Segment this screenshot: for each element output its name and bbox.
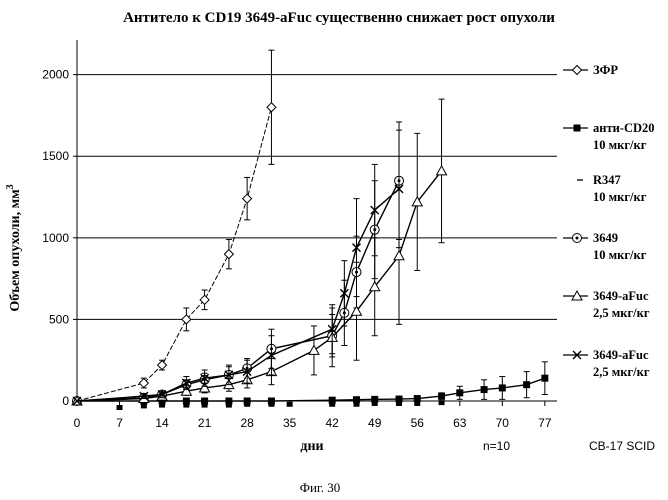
- x-tick-label: 49: [368, 416, 382, 430]
- data-point: [141, 403, 147, 408]
- data-point: [267, 103, 276, 112]
- data-point: [481, 386, 488, 393]
- series-line: [77, 189, 399, 401]
- legend-label: 3649-aFuc: [593, 348, 649, 362]
- data-point: [226, 403, 232, 408]
- data-point: [287, 402, 293, 407]
- legend-label: ЗФР: [593, 63, 618, 77]
- legend-label: 3649-aFuc: [593, 289, 649, 303]
- mouse-strain-annotation: CB-17 SCID: [589, 439, 655, 453]
- legend-entry-5: 3649-aFuc 2,5 мкг/кг: [563, 289, 650, 320]
- legend-label: анти-CD20: [593, 121, 655, 135]
- series-line: [77, 107, 271, 401]
- data-point: [183, 403, 189, 408]
- legend-label: 3649: [593, 231, 618, 245]
- data-point: [158, 361, 167, 370]
- data-point: [456, 389, 463, 396]
- data-point: [224, 250, 233, 259]
- x-axis-label: дни: [300, 439, 323, 454]
- data-point: [159, 403, 165, 408]
- figure-caption: Фиг. 30: [300, 480, 341, 495]
- data-point: [523, 381, 530, 388]
- y-tick-label: 0: [62, 394, 69, 408]
- legend-sublabel: 10 мкг/кг: [593, 190, 647, 204]
- x-tick-label: 56: [411, 416, 425, 430]
- sample-size-annotation: n=10: [483, 439, 510, 453]
- y-tick-label: 1500: [42, 149, 69, 163]
- legend: ЗФР анти-CD20 10 мкг/кг R347 10 мкг/кг 3649 10…: [563, 63, 655, 379]
- x-tick-label: 14: [155, 416, 169, 430]
- data-point: [396, 401, 402, 406]
- data-point: [499, 384, 506, 391]
- series-layer: [72, 50, 548, 410]
- x-tick-label: 35: [283, 416, 297, 430]
- x-tick-label: 28: [240, 416, 254, 430]
- data-point: [372, 401, 378, 406]
- data-point: [244, 402, 250, 407]
- x-tick-label: 70: [496, 416, 510, 430]
- data-point: [439, 400, 445, 405]
- legend-entry-6: 3649-aFuc 2,5 мкг/кг: [563, 348, 650, 379]
- x-tick-label: 63: [453, 416, 467, 430]
- legend-entry-3: R347 10 мкг/кг: [577, 173, 647, 204]
- data-point: [309, 345, 319, 354]
- chart-title: Антитело к CD19 3649-aFuc существенно сн…: [123, 10, 555, 26]
- data-point: [117, 405, 123, 410]
- legend-marker: [574, 125, 581, 132]
- data-point: [268, 402, 274, 407]
- legend-sublabel: 10 мкг/кг: [593, 248, 647, 262]
- series-6: [73, 130, 403, 405]
- x-tick-label: 0: [74, 416, 81, 430]
- x-tick-label: 77: [538, 416, 552, 430]
- y-tick-label: 1000: [42, 231, 69, 245]
- legend-marker: [573, 66, 582, 75]
- data-point: [394, 251, 404, 260]
- legend-marker: [573, 234, 582, 243]
- data-point: [329, 402, 335, 407]
- x-tick-label: 42: [326, 416, 340, 430]
- grid-lines: [77, 75, 557, 320]
- legend-sublabel: 2,5 мкг/кг: [593, 306, 650, 320]
- data-point: [438, 393, 445, 400]
- data-point: [202, 403, 208, 408]
- legend-label: R347: [593, 173, 621, 187]
- y-axis: 0 500 1000 1500 2000: [42, 40, 77, 408]
- x-tick-label: 7: [116, 416, 123, 430]
- legend-entry-2: анти-CD20 10 мкг/кг: [563, 121, 655, 152]
- data-point: [414, 401, 420, 406]
- y-tick-label: 500: [49, 312, 69, 326]
- x-tick-label: 21: [198, 416, 212, 430]
- legend-entry-1: ЗФР: [563, 63, 618, 77]
- legend-entry-4: 3649 10 мкг/кг: [563, 231, 647, 262]
- data-point: [437, 166, 447, 175]
- series-4: [73, 122, 404, 406]
- data-point: [243, 194, 252, 203]
- y-tick-label: 2000: [42, 68, 69, 82]
- legend-sublabel: 10 мкг/кг: [593, 138, 647, 152]
- y-axis-label: Объем опухоли, мм3: [5, 184, 23, 311]
- legend-sublabel: 2,5 мкг/кг: [593, 365, 650, 379]
- data-point: [353, 402, 359, 407]
- series-line: [77, 181, 399, 401]
- data-point: [541, 375, 548, 382]
- series-1: [73, 50, 276, 405]
